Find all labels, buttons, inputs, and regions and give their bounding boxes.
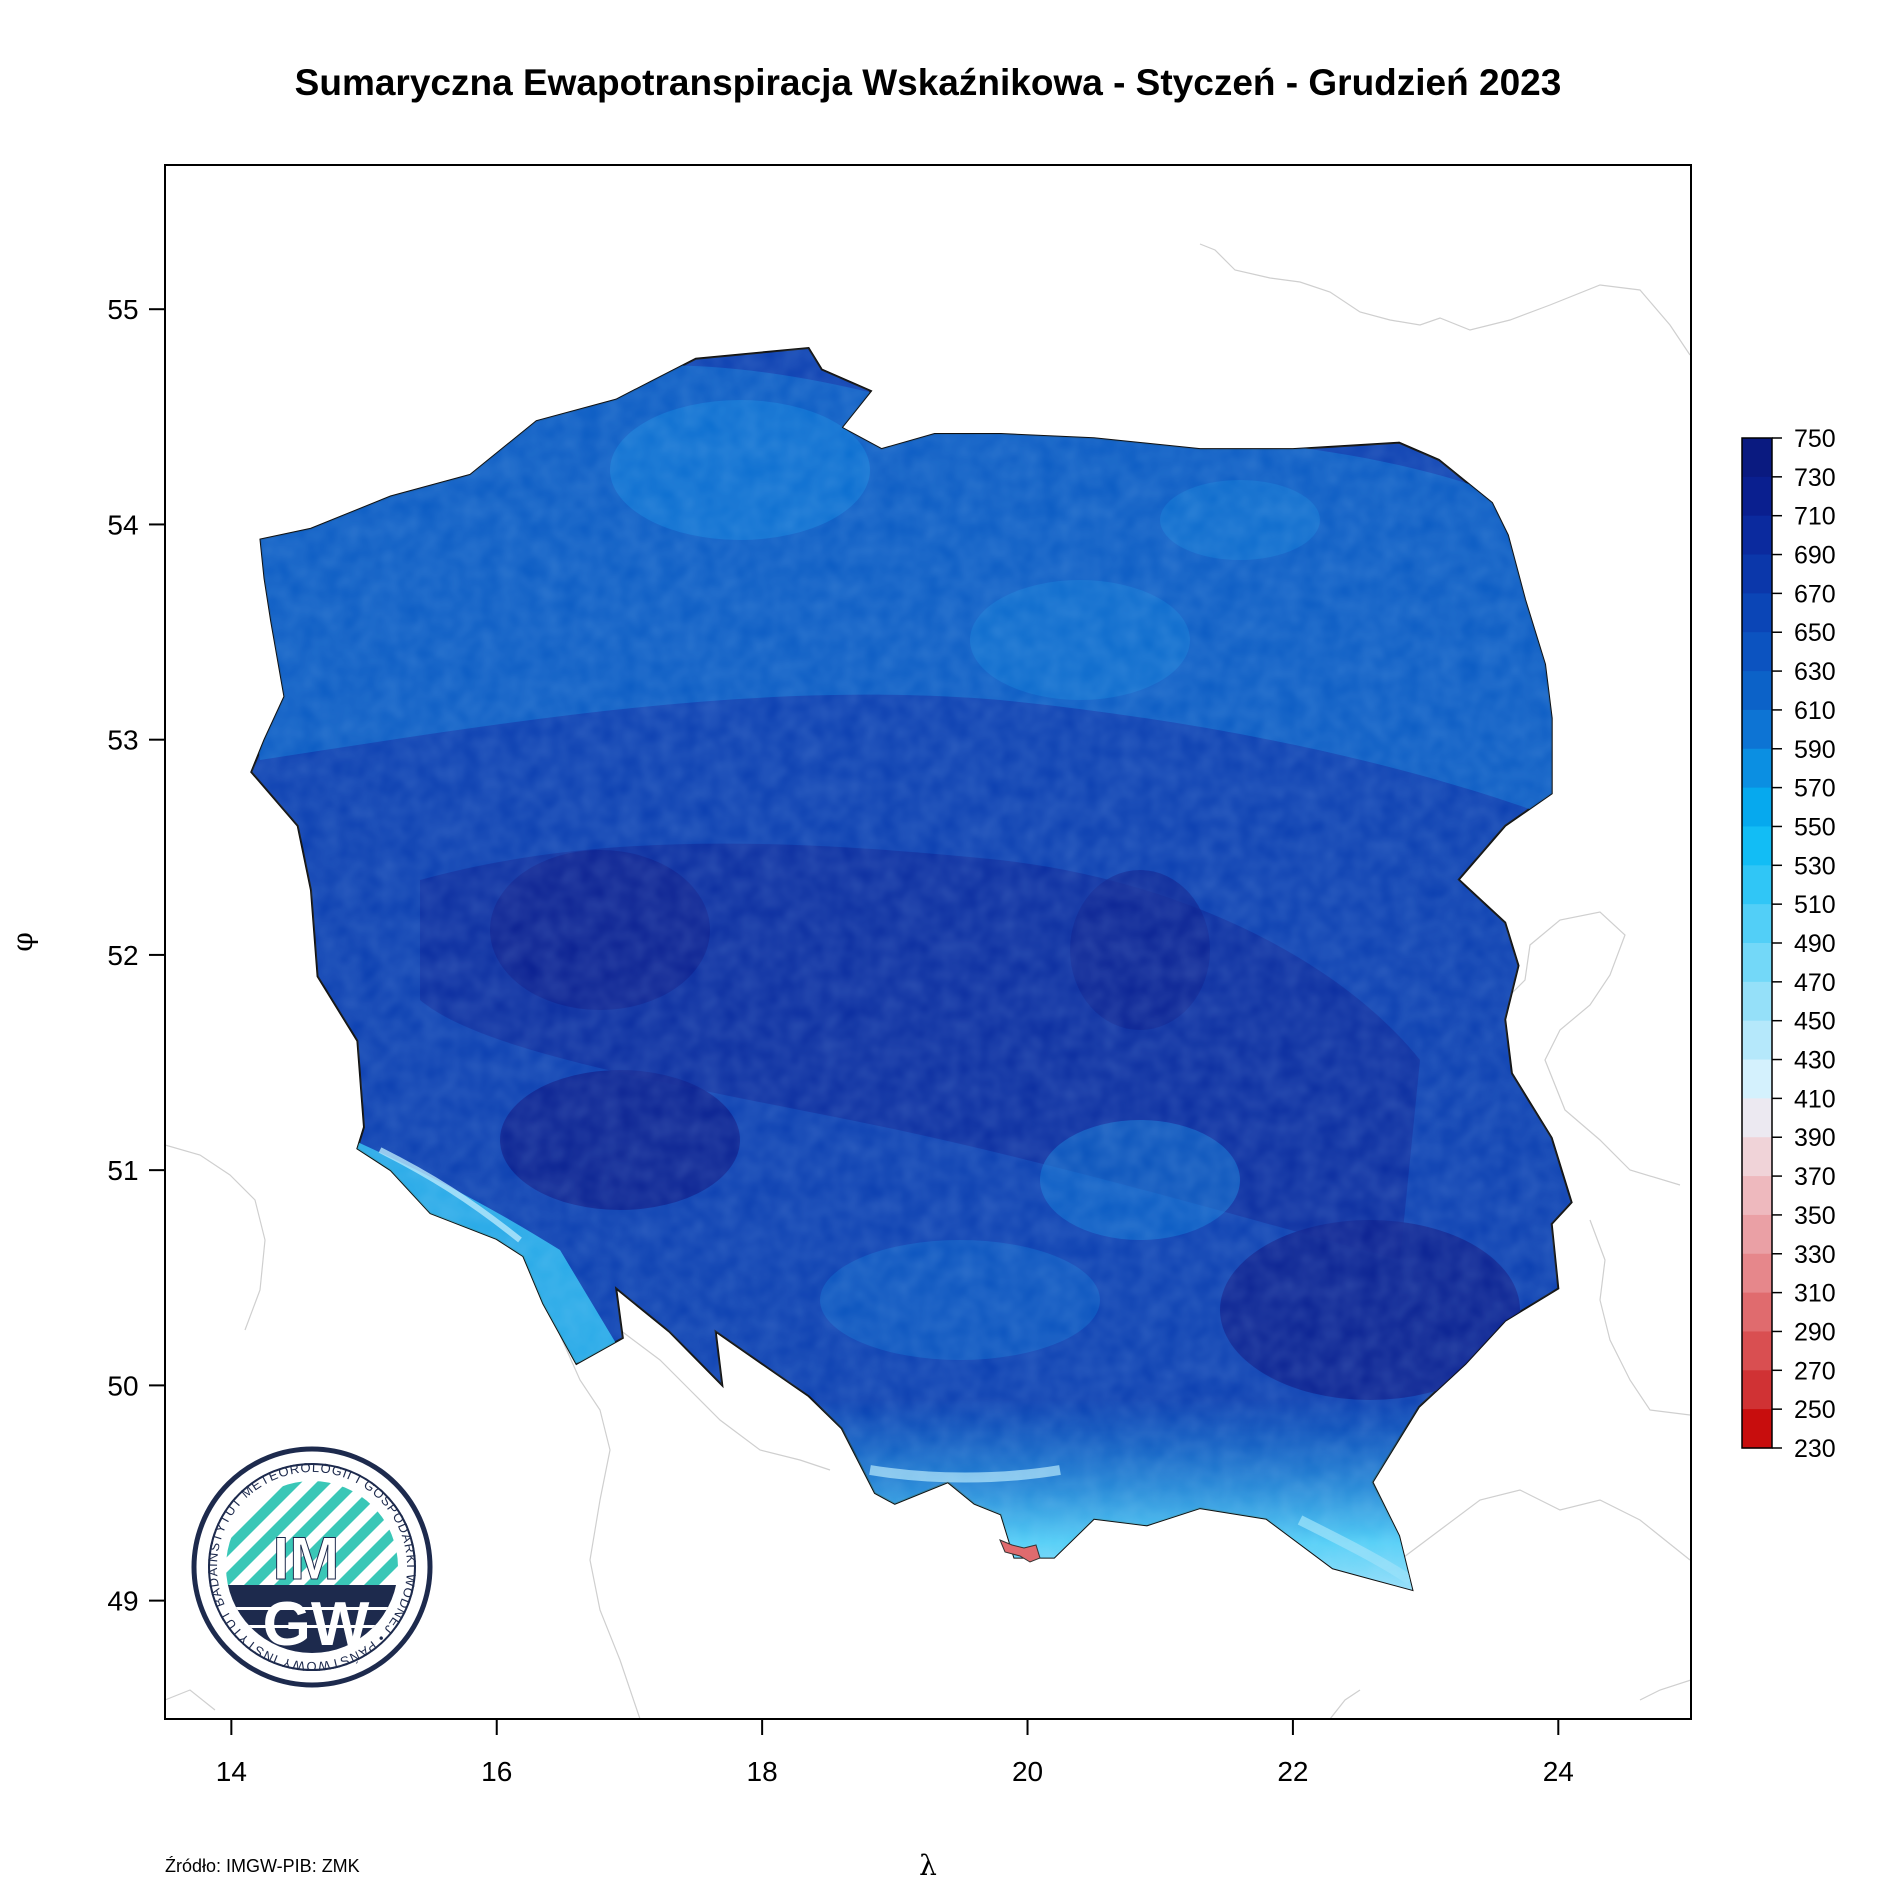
x-tick-label: 16 — [481, 1756, 512, 1787]
colorbar-label: 690 — [1794, 542, 1836, 570]
colorbar-label: 330 — [1794, 1241, 1836, 1269]
colorbar-segment — [1742, 1020, 1772, 1061]
colorbar-segment — [1742, 593, 1772, 633]
colorbar-label: 650 — [1794, 619, 1836, 647]
colorbar-legend: 750 730 710 690 670 650 630 610 590 570 550 530 510 4… — [1741, 425, 1836, 1463]
colorbar-segment — [1742, 515, 1772, 556]
colorbar-segment — [1742, 554, 1772, 594]
x-tick-label: 24 — [1543, 1756, 1574, 1787]
colorbar-label: 230 — [1794, 1435, 1836, 1463]
x-tick-label: 18 — [747, 1756, 778, 1787]
y-tick-label: 50 — [107, 1370, 138, 1401]
colorbar-segment — [1742, 1370, 1772, 1410]
y-tick-label: 54 — [107, 509, 138, 540]
colorbar-label: 430 — [1794, 1047, 1836, 1075]
colorbar-label: 270 — [1794, 1357, 1836, 1385]
y-axis-label: φ — [6, 932, 39, 952]
colorbar-label: 710 — [1794, 503, 1836, 531]
logo-initials-top: IM — [273, 1525, 340, 1592]
colorbar-segment — [1742, 1214, 1772, 1255]
y-tick-label: 51 — [107, 1155, 138, 1186]
colorbar-label: 490 — [1794, 930, 1836, 958]
colorbar-label: 510 — [1794, 891, 1836, 919]
source-note: Źródło: IMGW-PIB: ZMK — [165, 1856, 360, 1876]
colorbar-segment — [1742, 1292, 1772, 1333]
colorbar-label: 390 — [1794, 1124, 1836, 1152]
y-tick-label: 52 — [107, 940, 138, 971]
colorbar-label: 470 — [1794, 969, 1836, 997]
colorbar-segment — [1742, 826, 1772, 866]
poland-evapotranspiration-field — [250, 346, 1573, 1592]
colorbar-segment — [1742, 1331, 1772, 1371]
colorbar-segment — [1742, 981, 1772, 1022]
colorbar-segment — [1742, 748, 1772, 789]
colorbar-label: 250 — [1794, 1396, 1836, 1424]
colorbar-segment — [1742, 671, 1772, 711]
colorbar-segment — [1742, 904, 1772, 944]
y-tick-label: 53 — [107, 725, 138, 756]
x-axis: 14 16 18 20 22 24 — [165, 1718, 1691, 1787]
colorbar-label: 550 — [1794, 813, 1836, 841]
colorbar-segment — [1742, 476, 1772, 517]
colorbar-segment — [1742, 787, 1772, 828]
x-tick-label: 14 — [216, 1756, 247, 1787]
colorbar-label: 750 — [1794, 425, 1836, 453]
colorbar-label: 730 — [1794, 464, 1836, 492]
colorbar-segment — [1742, 1098, 1772, 1138]
colorbar-label: 530 — [1794, 852, 1836, 880]
colorbar-label: 590 — [1794, 736, 1836, 764]
colorbar-label: 410 — [1794, 1085, 1836, 1113]
colorbar-segment — [1742, 438, 1772, 478]
colorbar-segment — [1742, 943, 1772, 983]
colorbar-segment — [1742, 1176, 1772, 1216]
x-tick-label: 22 — [1277, 1756, 1308, 1787]
imgw-logo: IM GW INSTYTUT METEOROLOGII I GOSPODARKI… — [191, 1446, 433, 1688]
x-tick-label: 20 — [1012, 1756, 1043, 1787]
y-tick-label: 49 — [107, 1586, 138, 1617]
y-tick-label: 55 — [107, 294, 138, 325]
colorbar-label: 290 — [1794, 1318, 1836, 1346]
colorbar-segment — [1742, 1253, 1772, 1294]
colorbar-segment — [1742, 1409, 1772, 1449]
colorbar-label: 670 — [1794, 580, 1836, 608]
colorbar-label: 610 — [1794, 697, 1836, 725]
map-title: Sumaryczna Ewapotranspiracja Wskaźnikowa… — [295, 62, 1562, 103]
neighbor-borders — [165, 243, 1691, 1719]
colorbar-segment — [1742, 709, 1772, 750]
colorbar-label: 570 — [1794, 775, 1836, 803]
colorbar-segment — [1742, 1137, 1772, 1177]
colorbar-segment — [1742, 865, 1772, 905]
logo-initials-bottom: GW — [263, 1590, 370, 1659]
colorbar-segment — [1742, 632, 1772, 672]
colorbar-label: 450 — [1794, 1008, 1836, 1036]
colorbar-segment — [1742, 1059, 1772, 1099]
colorbar-label: 350 — [1794, 1202, 1836, 1230]
colorbar-label: 310 — [1794, 1280, 1836, 1308]
x-axis-label: λ — [919, 1849, 937, 1882]
colorbar-label: 630 — [1794, 658, 1836, 686]
tatra-low-value-patch — [999, 1539, 1041, 1563]
y-axis: 49 50 51 52 53 54 55 — [107, 165, 166, 1719]
colorbar-label: 370 — [1794, 1163, 1836, 1191]
